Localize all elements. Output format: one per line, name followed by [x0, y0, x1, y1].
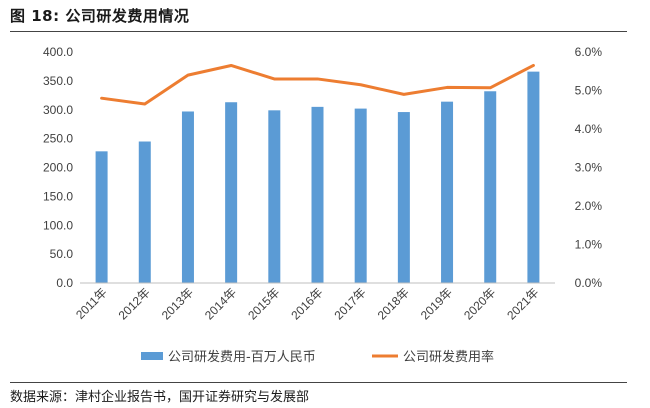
- bottom-rule: [10, 382, 627, 383]
- x-axis: 2011年 2012年 2013年 2014年 2015年 2016年 2017年 2018年…: [73, 285, 541, 322]
- right-axis: 0.0% 1.0% 2.0% 3.0% 4.0% 5.0% 6.0%: [575, 45, 603, 290]
- y-right-tick-label: 3.0%: [575, 161, 603, 175]
- legend: 公司研发费用-百万人民币 公司研发费用率: [141, 349, 494, 365]
- y-left-tick-label: 350.0: [43, 74, 73, 88]
- bar-series: [95, 71, 540, 284]
- bar: [484, 91, 497, 284]
- y-right-tick-label: 2.0%: [575, 199, 603, 213]
- bar: [527, 71, 540, 283]
- bar: [354, 108, 367, 283]
- x-tick-label: 2012年: [116, 285, 153, 322]
- x-tick-label: 2017年: [332, 285, 369, 322]
- bar: [311, 106, 324, 283]
- y-right-tick-label: 5.0%: [575, 84, 603, 98]
- y-right-tick-label: 4.0%: [575, 122, 603, 136]
- bar: [225, 102, 238, 284]
- x-tick-label: 2021年: [504, 285, 541, 322]
- x-tick-label: 2016年: [288, 285, 325, 322]
- top-rule: [10, 31, 627, 32]
- y-left-tick-label: 200.0: [43, 161, 73, 175]
- legend-label-line: 公司研发费用率: [403, 349, 494, 365]
- y-left-tick-label: 100.0: [43, 218, 73, 232]
- y-left-tick-label: 50.0: [50, 247, 74, 261]
- bar: [181, 111, 194, 283]
- y-right-tick-label: 1.0%: [575, 238, 603, 252]
- bar: [397, 112, 410, 283]
- y-left-tick-label: 0.0: [56, 276, 73, 290]
- y-left-tick-label: 150.0: [43, 189, 73, 203]
- x-tick-label: 2020年: [461, 285, 498, 322]
- rate-line: [100, 63, 535, 106]
- bar: [441, 101, 454, 283]
- source-note: 数据来源：津村企业报告书，国开证券研究与发展部: [10, 390, 310, 405]
- bar: [95, 151, 108, 283]
- bar: [268, 110, 281, 283]
- y-left-tick-label: 400.0: [43, 45, 73, 59]
- x-tick-label: 2014年: [202, 285, 239, 322]
- x-tick-label: 2018年: [375, 285, 412, 322]
- x-tick-label: 2019年: [418, 285, 455, 322]
- x-tick-label: 2013年: [159, 285, 196, 322]
- chart: 0.0 50.0 100.0 150.0 200.0 250.0 300.0 350.0 400…: [43, 45, 603, 365]
- left-axis: 0.0 50.0 100.0 150.0 200.0 250.0 300.0 350.0 400…: [43, 45, 73, 290]
- y-right-tick-label: 6.0%: [575, 45, 603, 59]
- bar: [138, 141, 151, 283]
- y-right-tick-label: 0.0%: [575, 276, 603, 290]
- y-left-tick-label: 300.0: [43, 103, 73, 117]
- x-tick-label: 2015年: [245, 285, 282, 322]
- legend-swatch-bar: [141, 352, 163, 360]
- y-left-tick-label: 250.0: [43, 132, 73, 146]
- legend-label-bar: 公司研发费用-百万人民币: [168, 349, 316, 365]
- x-tick-label: 2011年: [73, 285, 110, 322]
- figure-title: 图 18: 公司研发费用情况: [10, 7, 190, 25]
